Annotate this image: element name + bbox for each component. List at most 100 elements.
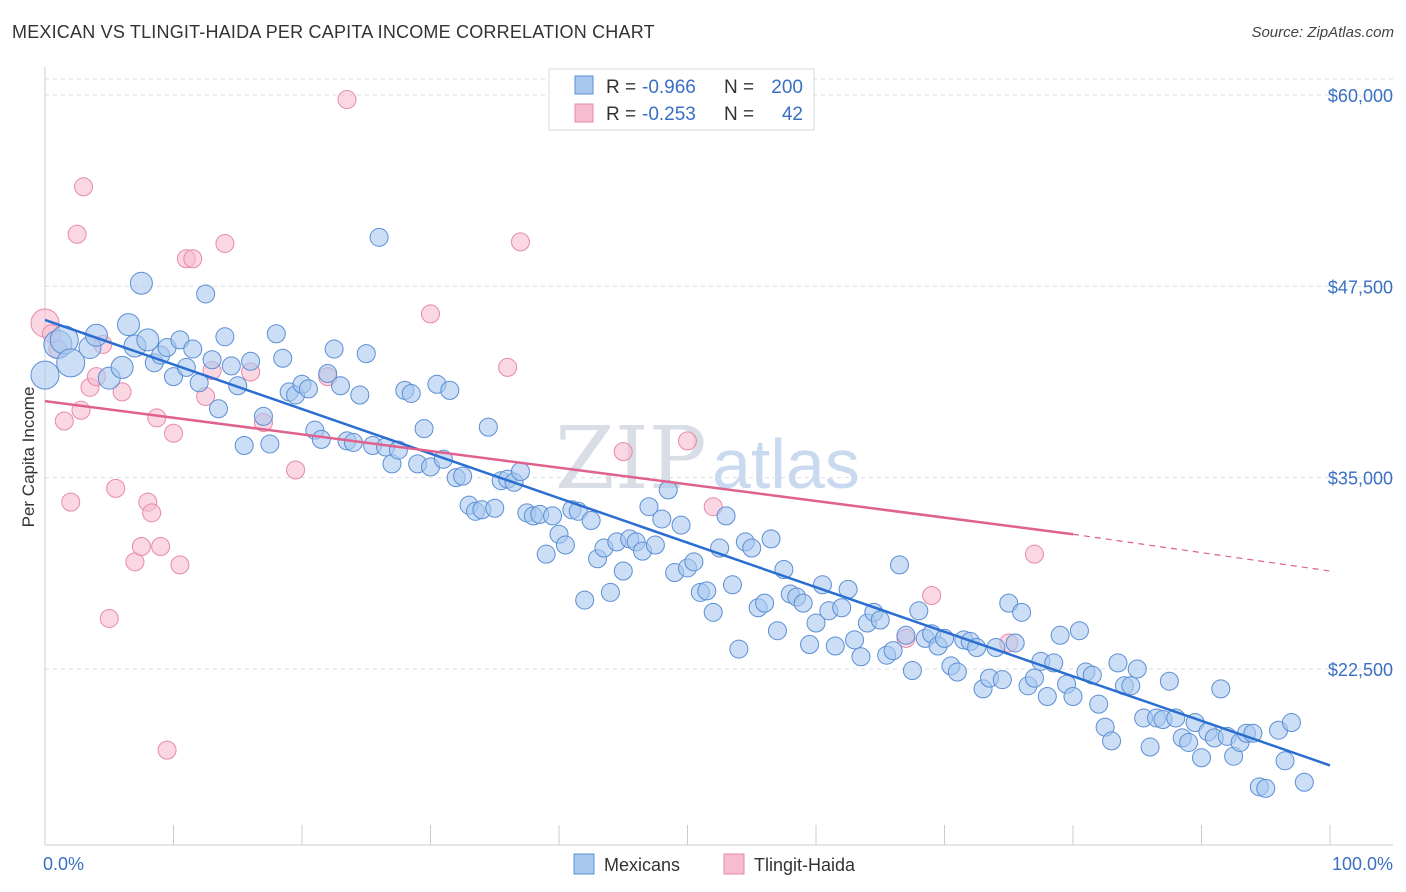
mexicans-trend-line (44, 318, 1331, 767)
legend-n-label-mexicans: N = (724, 77, 754, 98)
mexicans-point (555, 535, 575, 555)
mexicans-point (652, 509, 672, 529)
mexicans-point (671, 515, 691, 535)
mexicans-point (1024, 668, 1044, 688)
correlation-legend: R = -0.966 N = 200 R = -0.253 N = 42 (548, 68, 815, 131)
mexicans-point (356, 344, 376, 364)
mexicans-point (645, 535, 665, 555)
tlingit-haida-point (703, 497, 723, 517)
mexicans-point (1012, 602, 1032, 622)
mexicans-point (1159, 671, 1179, 691)
mexicans-point (215, 327, 235, 347)
chart-title: MEXICAN VS TLINGIT-HAIDA PER CAPITA INCO… (12, 22, 655, 42)
mexicans-point (890, 555, 910, 575)
mexicans-point (234, 435, 254, 455)
x-tick-label-start: 0.0% (43, 854, 84, 874)
mexicans-point (1063, 687, 1083, 707)
bottom-legend-swatch-mexicans (573, 853, 595, 875)
mexicans-points (30, 227, 1314, 798)
legend-r-value-tlingit-haida: -0.253 (642, 104, 696, 125)
mexicans-point (298, 379, 318, 399)
mexicans-point (1211, 679, 1231, 699)
legend-r-label-mexicans: R = (606, 77, 636, 98)
legend-n-value-mexicans: 200 (771, 77, 803, 98)
mexicans-point (253, 406, 273, 426)
mexicans-point (56, 348, 86, 378)
tlingit-haida-point (74, 177, 94, 197)
y-axis-label: Per Capita Income (19, 387, 38, 528)
mexicans-point (845, 630, 865, 650)
mexicans-point (485, 498, 505, 518)
mexicans-point (324, 339, 344, 359)
mexicans-point (755, 593, 775, 613)
mexicans-point (1281, 713, 1301, 733)
mexicans-point (896, 625, 916, 645)
tlingit-haida-point (99, 608, 119, 628)
tlingit-haida-point (151, 537, 171, 557)
mexicans-point (581, 510, 601, 530)
tlingit-haida-point (183, 249, 203, 269)
tlingit-haida-point (142, 503, 162, 523)
mexicans-point (1192, 748, 1211, 768)
mexicans-point (909, 601, 929, 621)
mexicans-point (453, 466, 473, 486)
tlingit-haida-point (337, 90, 357, 110)
mexicans-point (1140, 737, 1160, 757)
mexicans-point (414, 419, 434, 439)
legend-swatch-tlingit-haida (574, 103, 594, 123)
mexicans-point (369, 227, 389, 247)
axes (44, 67, 1393, 846)
mexicans-point (1102, 731, 1122, 751)
mexicans-point (331, 376, 351, 396)
y-tick-label: $22,500 (1328, 660, 1393, 680)
mexicans-point (510, 462, 530, 482)
mexicans-point (793, 593, 813, 613)
mexicans-point (1069, 621, 1089, 641)
legend-n-label-tlingit-haida: N = (724, 104, 754, 125)
mexicans-point (703, 602, 723, 622)
tlingit-haida-point (286, 460, 306, 480)
mexicans-point (1037, 687, 1057, 707)
tlingit-haida-point (421, 304, 440, 324)
mexicans-point (716, 506, 736, 526)
mexicans-point (202, 350, 222, 370)
mexicans-point (1179, 732, 1199, 752)
mexicans-point (729, 639, 749, 659)
mexicans-point (1294, 772, 1314, 792)
tlingit-haida-point (106, 478, 126, 498)
mexicans-point (136, 328, 160, 352)
mexicans-point (221, 356, 241, 376)
y-tick-labels: $22,500 $35,000 $47,500 $60,000 (1328, 86, 1393, 680)
x-tick-labels: 0.0% 100.0% (43, 854, 1393, 874)
mexicans-point (684, 552, 704, 572)
tlingit-haida-point (61, 492, 81, 512)
mexicans-point (742, 538, 762, 558)
mexicans-point (1108, 653, 1128, 673)
mexicans-point (832, 598, 852, 618)
mexicans-point (1050, 625, 1070, 645)
series-legend: Mexicans Tlingit-Haida (573, 853, 856, 875)
legend-r-label-tlingit-haida: R = (606, 104, 636, 125)
mexicans-point (575, 590, 595, 610)
mexicans-point (170, 330, 190, 350)
tlingit-haida-point (922, 585, 942, 605)
bottom-legend-label-tlingit-haida: Tlingit-Haida (754, 855, 856, 875)
mexicans-point (825, 636, 845, 656)
y-tick-label: $35,000 (1328, 469, 1393, 489)
mexicans-point (401, 383, 421, 403)
mexicans-point (350, 385, 370, 405)
mexicans-point (800, 634, 820, 654)
mexicans-point (208, 399, 228, 419)
mexicans-point (992, 670, 1012, 690)
mexicans-point (543, 506, 563, 526)
tlingit-haida-point (613, 442, 633, 462)
tlingit-haida-point (67, 224, 87, 244)
legend-r-value-mexicans: -0.966 (642, 77, 696, 98)
mexicans-point (812, 575, 832, 595)
mexicans-point (110, 355, 134, 379)
tlingit-haida-point (215, 233, 235, 253)
mexicans-point (697, 581, 717, 601)
tlingit-haida-point (112, 382, 132, 402)
chart-source: Source: ZipAtlas.com (1251, 24, 1394, 41)
tlingit-haida-point (510, 232, 530, 252)
